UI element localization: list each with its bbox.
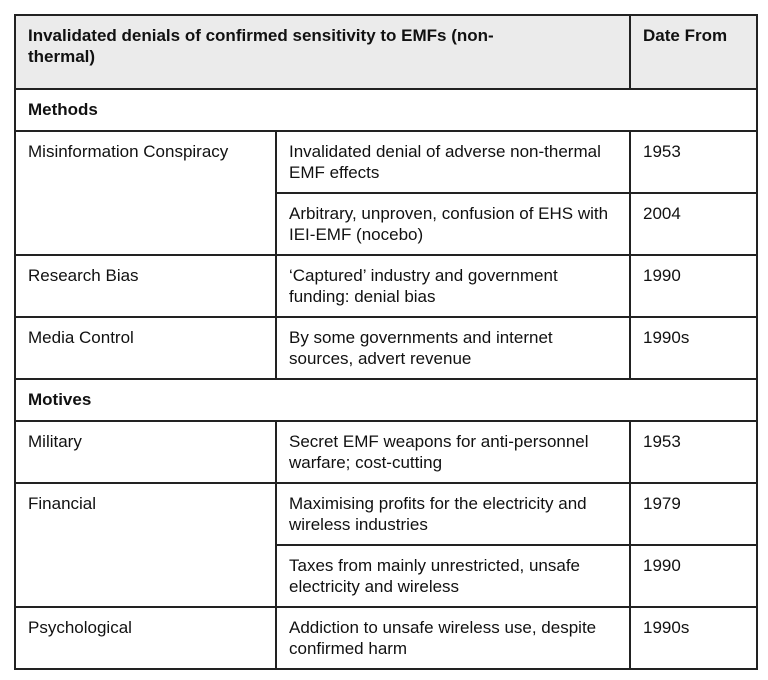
item-text: Addiction to unsafe wireless use, despit…: [275, 606, 631, 670]
item-text: Taxes from mainly unrestricted, unsafe e…: [275, 544, 631, 608]
section-title: Methods: [14, 88, 758, 132]
item-date: 1953: [629, 130, 758, 194]
item-row: Psychological Addiction to unsafe wireles…: [14, 606, 758, 670]
item-row: Research Bias ‘Captured’ industry and gov…: [14, 254, 758, 318]
item-row: Military Secret EMF weapons for anti-pers…: [14, 420, 758, 484]
section-row: Methods: [14, 88, 758, 132]
row-label: Financial: [14, 482, 277, 608]
item-date: 2004: [629, 192, 758, 256]
header-title: Invalidated denials of confirmed sensiti…: [28, 26, 494, 66]
item-text: Invalidated denial of adverse non-therma…: [275, 130, 631, 194]
item-row: Financial Maximising profits for the elec…: [14, 482, 758, 608]
header-row: Invalidated denials of confirmed sensiti…: [14, 14, 758, 90]
row-label: Misinformation Conspiracy: [14, 130, 277, 256]
item-row: Taxes from mainly unrestricted, unsafe e…: [15, 544, 758, 608]
item-row: Media Control By some governments and int…: [14, 316, 758, 380]
item-date: 1990: [629, 254, 758, 318]
row-label: Research Bias: [14, 254, 277, 318]
denials-table: Invalidated denials of confirmed sensiti…: [14, 14, 758, 670]
item-text: ‘Captured’ industry and government fundi…: [275, 254, 631, 318]
item-date: 1953: [629, 420, 758, 484]
item-date: 1979: [629, 482, 758, 546]
row-label: Military: [14, 420, 277, 484]
item-row: Misinformation Conspiracy Invalidated den…: [14, 130, 758, 256]
item-row: Arbitrary, unproven, confusion of EHS wi…: [15, 192, 758, 256]
item-date: 1990: [629, 544, 758, 608]
row-label: Psychological: [14, 606, 277, 670]
item-date: 1990s: [629, 316, 758, 380]
item-date: 1990s: [629, 606, 758, 670]
section-row: Motives: [14, 378, 758, 422]
item-text: By some governments and internet sources…: [275, 316, 631, 380]
header-cell: Invalidated denials of confirmed sensiti…: [14, 14, 631, 90]
section-title: Motives: [14, 378, 758, 422]
row-label: Media Control: [14, 316, 277, 380]
item-text: Arbitrary, unproven, confusion of EHS wi…: [275, 192, 631, 256]
item-text: Secret EMF weapons for anti-personnel wa…: [275, 420, 631, 484]
item-text: Maximising profits for the electricity a…: [275, 482, 631, 546]
header-cell: Date From: [629, 14, 758, 90]
